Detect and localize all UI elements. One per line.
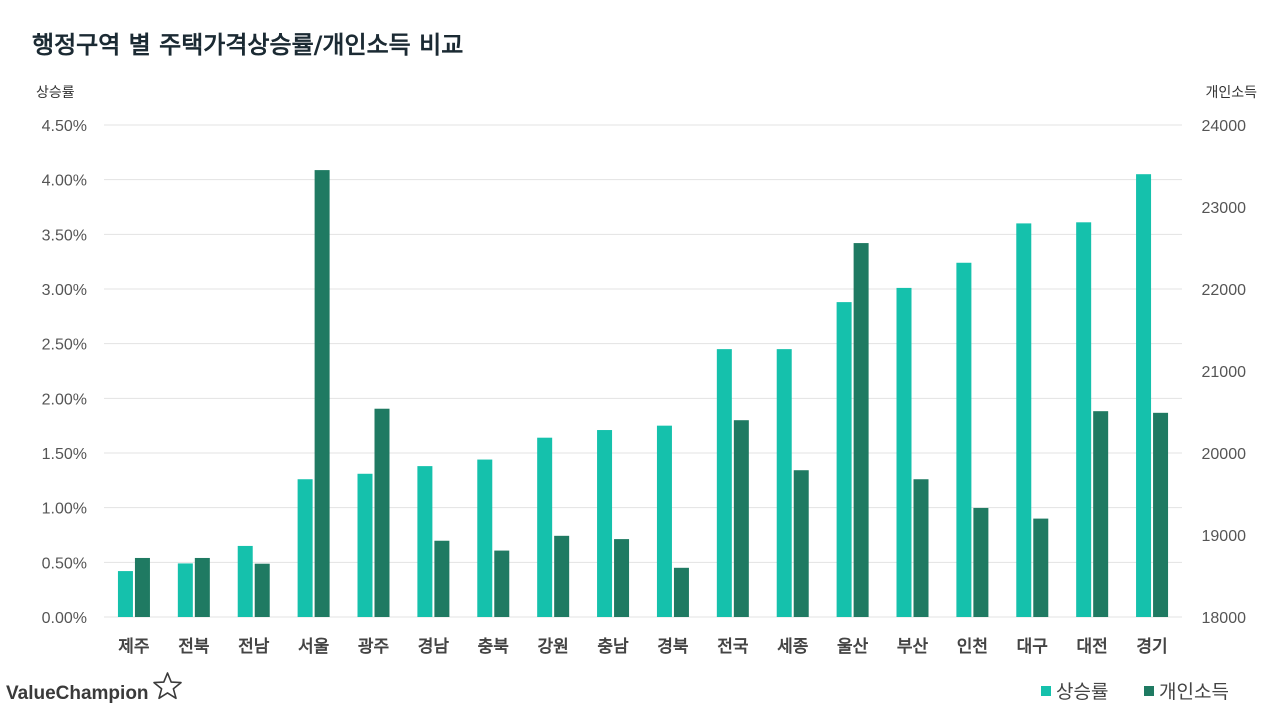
y-right-tick-label: 24000	[1202, 118, 1247, 135]
chart-title: 행정구역 별 주택가격상승률/개인소득 비교	[32, 31, 463, 59]
bar-growth-rate-10	[716, 349, 732, 617]
bar-income-11	[793, 470, 809, 617]
y-left-tick-label: 4.00%	[42, 173, 87, 190]
y-right-tick-label: 18000	[1202, 610, 1247, 627]
bar-income-13	[913, 479, 929, 617]
bar-growth-rate-11	[776, 349, 792, 617]
bar-income-16	[1093, 411, 1109, 617]
x-tick-label: 제주	[118, 637, 150, 657]
bar-growth-rate-13	[896, 287, 912, 617]
y-right-tick-label: 23000	[1202, 200, 1247, 217]
x-tick-label: 광주	[358, 637, 390, 657]
y-left-tick-label: 1.50%	[42, 446, 87, 463]
y-axis-right-label: 개인소득	[1205, 85, 1257, 101]
y-axis-right: 18000 19000 20000 21000 22000 23000 24000	[1202, 118, 1247, 627]
y-axis-left: 0.00% 0.50% 1.00% 1.50% 2.00% 2.50% 3.00% 3.50%…	[42, 118, 87, 627]
x-tick-label: 경남	[418, 637, 450, 657]
bar-income-5	[434, 540, 450, 617]
y-right-tick-label: 22000	[1202, 282, 1247, 299]
bar-income-0	[134, 557, 150, 617]
x-tick-label: 부산	[897, 637, 929, 657]
legend-swatch-growth-rate	[1041, 686, 1051, 696]
bar-income-14	[973, 507, 989, 617]
bar-income-6	[494, 550, 510, 617]
legend-swatch-income	[1144, 686, 1154, 696]
bar-income-12	[853, 243, 869, 617]
brand-name: ValueChampion	[6, 683, 149, 704]
x-tick-label: 세종	[777, 637, 809, 657]
y-left-tick-label: 3.50%	[42, 227, 87, 244]
legend: 상승률 개인소득	[1041, 681, 1229, 703]
y-left-tick-label: 4.50%	[42, 118, 87, 135]
legend-label-growth-rate: 상승률	[1056, 681, 1108, 703]
x-tick-label: 대전	[1077, 637, 1108, 657]
bar-growth-rate-16	[1076, 222, 1092, 617]
brand-logo: ValueChampion	[6, 672, 182, 704]
bar-income-8	[614, 539, 630, 617]
x-tick-label: 충북	[478, 637, 510, 657]
x-tick-label: 전국	[717, 637, 749, 657]
bar-growth-rate-7	[537, 437, 553, 617]
x-tick-label: 경북	[657, 637, 689, 657]
bar-income-7	[554, 535, 570, 617]
x-tick-label: 인천	[957, 637, 988, 657]
x-tick-label: 전남	[238, 637, 270, 657]
y-left-tick-label: 3.00%	[42, 282, 87, 299]
y-right-tick-label: 19000	[1202, 528, 1247, 545]
gridlines	[104, 124, 1182, 618]
star-outline-icon	[153, 672, 182, 700]
x-tick-label: 울산	[837, 637, 869, 657]
bar-income-10	[733, 420, 749, 617]
y-axis-left-label: 상승률	[36, 85, 75, 101]
y-left-tick-label: 0.00%	[42, 610, 87, 627]
x-axis: 제주 전북 전남 서울 광주 경남 충북 강원 충남 경북 전국 세종 울산 부산 인천 대구 대전 경기	[118, 637, 1167, 657]
bar-income-2	[254, 563, 270, 617]
x-tick-label: 강원	[538, 637, 569, 657]
bar-income-15	[1033, 518, 1049, 617]
bar-income-1	[194, 557, 210, 617]
x-tick-label: 서울	[298, 637, 330, 657]
x-tick-label: 경기	[1136, 637, 1167, 657]
legend-label-income: 개인소득	[1159, 681, 1229, 703]
bar-income-17	[1153, 412, 1169, 617]
bar-growth-rate-14	[956, 262, 972, 617]
bar-growth-rate-12	[836, 302, 852, 617]
y-right-tick-label: 21000	[1202, 364, 1247, 381]
y-left-tick-label: 2.00%	[42, 391, 87, 408]
y-left-tick-label: 0.50%	[42, 555, 87, 572]
bar-growth-rate-15	[1016, 223, 1032, 617]
bar-growth-rate-3	[297, 479, 313, 617]
bar-growth-rate-2	[237, 545, 253, 617]
x-tick-label: 전북	[178, 637, 210, 657]
bar-growth-rate-8	[597, 430, 613, 617]
bar-growth-rate-5	[417, 466, 433, 617]
bar-income-9	[673, 567, 689, 617]
bar-growth-rate-6	[477, 459, 493, 617]
bars	[117, 170, 1169, 617]
bar-income-3	[314, 170, 330, 617]
y-left-tick-label: 1.00%	[42, 501, 87, 518]
bar-growth-rate-0	[117, 571, 133, 617]
bar-growth-rate-1	[177, 563, 193, 617]
y-left-tick-label: 2.50%	[42, 337, 87, 354]
bar-growth-rate-17	[1136, 174, 1152, 617]
y-right-tick-label: 20000	[1202, 446, 1247, 463]
bar-growth-rate-9	[656, 425, 672, 617]
x-tick-label: 대구	[1017, 637, 1049, 657]
x-tick-label: 충남	[597, 637, 629, 657]
bar-growth-rate-4	[357, 473, 373, 617]
bar-income-4	[374, 408, 390, 617]
